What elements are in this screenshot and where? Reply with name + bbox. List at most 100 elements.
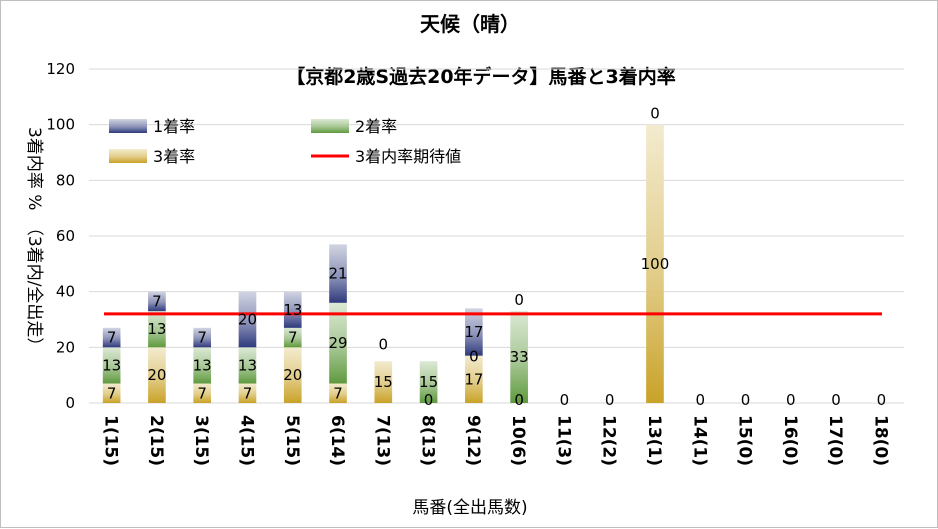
legend-label: 1着率 [153,117,195,136]
data-label: 0 [514,391,524,409]
y-tick-label: 20 [56,338,75,356]
y-tick-label: 80 [56,171,75,189]
data-label: 0 [741,391,751,409]
gridlines [89,68,904,404]
bar-segment [102,383,121,403]
x-tick-label: 16(0) [780,415,800,466]
data-label: 29 [328,334,347,352]
chart-title: 天候（晴） [420,12,520,36]
data-label: 15 [419,373,438,391]
bar-segment [193,383,212,403]
data-label: 0 [379,335,389,353]
data-label: 7 [288,329,298,347]
chart-subtitle: 【京都2歳S過去20年データ】馬番と3着内率 [286,65,676,88]
legend-label: 3着内率期待値 [355,147,461,166]
bar-segment [419,361,438,403]
data-label: 13 [193,356,212,374]
bar-segment [238,347,257,384]
x-tick-label: 13(1) [644,415,664,466]
x-tick-label: 18(0) [870,415,890,466]
y-tick-label: 0 [65,394,75,412]
data-label: 20 [283,366,302,384]
x-tick-label: 1(15) [101,415,121,466]
x-tick-label: 9(12) [463,415,483,466]
x-tick-label: 11(3) [553,415,573,466]
data-label: 13 [238,356,257,374]
bar-segment [329,383,347,403]
data-label: 0 [514,291,524,309]
bar-segment [283,347,302,403]
data-label: 7 [107,329,117,347]
data-label: 15 [374,373,393,391]
data-label: 13 [147,320,166,338]
bar-segment [283,327,302,348]
data-label: 13 [283,301,302,319]
x-tick-label: 4(15) [236,415,256,466]
bar-segment [238,291,257,348]
bar-segment [148,311,166,348]
x-tick-label: 2(15) [146,415,166,466]
data-label: 17 [464,370,483,388]
data-label: 0 [831,391,841,409]
y-axis-label: 3着内率 % （3着内/全出走） [24,127,44,354]
bar-segment [329,244,347,303]
bar-segment [465,308,483,356]
bar-segment [238,383,257,403]
data-label: 7 [197,329,207,347]
legend-swatch [109,119,147,133]
data-label: 7 [333,384,343,402]
data-label: 7 [107,384,117,402]
x-tick-label: 3(15) [191,415,211,466]
x-tick-label: 12(2) [599,415,619,466]
bar-segment [283,291,302,328]
y-axis-ticks: 0 20 40 60 80 100 120 [46,60,75,412]
data-label: 0 [695,391,705,409]
data-label: 7 [243,384,253,402]
legend: 1着率 2着率 3着率 3着内率期待値 [109,117,461,166]
data-label: 0 [605,391,615,409]
x-tick-label: 5(15) [282,415,302,466]
legend-label: 3着率 [153,147,195,166]
data-label: 20 [147,366,166,384]
bar-segment [148,291,166,312]
legend-swatch [311,119,349,133]
data-label: 0 [877,391,887,409]
data-label: 0 [469,348,479,366]
bar-segment [510,311,528,403]
y-tick-label: 100 [46,116,75,134]
data-label: 0 [786,391,796,409]
y-tick-label: 40 [56,283,75,301]
x-tick-label: 14(1) [689,415,709,466]
bar-segment [465,355,483,403]
bar-segment [148,347,166,403]
x-axis-label: 馬番(全出馬数) [412,498,527,518]
bar-segment [102,327,121,348]
x-axis-ticks: 1(15) 2(15) 3(15) 4(15) 5(15) 6(14) 7(13) 8(13)… [101,415,891,466]
y-tick-label: 60 [56,227,75,245]
bar-segment [329,302,347,384]
legend-label: 2着率 [355,117,397,136]
data-label: 17 [464,323,483,341]
bar-segment [102,347,121,384]
x-tick-label: 15(0) [735,415,755,466]
data-label: 7 [197,384,207,402]
data-label: 13 [102,356,121,374]
x-tick-label: 17(0) [825,415,845,466]
data-label: 20 [238,311,257,329]
data-label: 21 [328,265,347,283]
x-tick-label: 7(13) [372,415,392,466]
bar-segment [374,361,393,403]
bar-segment [193,327,212,348]
legend-swatch [109,149,147,163]
data-label: 100 [641,255,670,273]
y-tick-label: 120 [46,60,75,78]
x-tick-label: 10(6) [508,415,528,466]
bar-segment [646,124,664,404]
data-label: 0 [650,105,660,123]
data-label: 0 [560,391,570,409]
data-label: 0 [424,391,434,409]
bar-segment [193,347,212,384]
